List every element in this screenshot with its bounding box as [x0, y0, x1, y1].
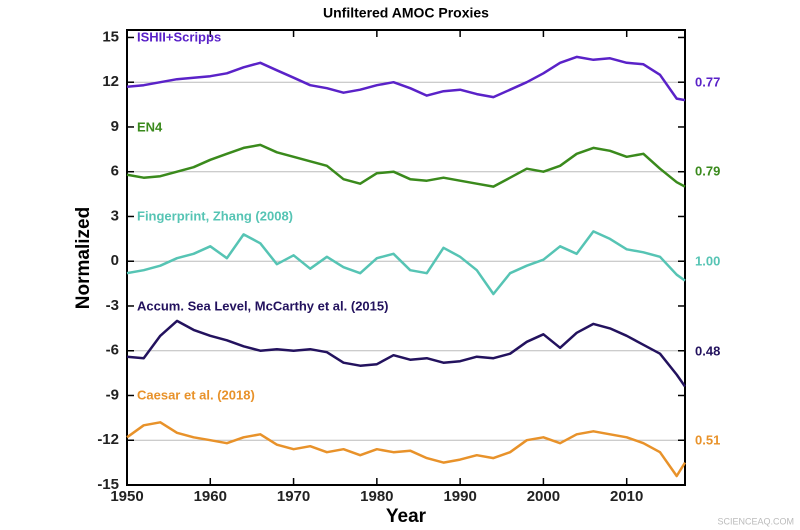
series-label: EN4: [137, 119, 163, 134]
series-correlation: 0.51: [695, 432, 720, 447]
x-tick-label: 1970: [277, 488, 310, 505]
y-axis-label: Normalized: [73, 207, 94, 309]
y-tick-label: 12: [102, 73, 119, 90]
series-label: Accum. Sea Level, McCarthy et al. (2015): [137, 298, 388, 313]
series-label: ISHII+Scripps: [137, 29, 221, 44]
series-line: [126, 421, 687, 478]
y-tick-label: 0: [111, 252, 119, 269]
series-line: [126, 230, 686, 296]
y-tick-label: 6: [111, 163, 119, 180]
series-label: Caesar et al. (2018): [137, 387, 255, 402]
x-tick-label: 1980: [360, 488, 393, 505]
plot-frame: [126, 29, 686, 486]
series-correlation: 1.00: [695, 253, 720, 268]
series-correlation: 0.77: [695, 74, 720, 89]
series-line: [126, 319, 687, 388]
x-tick-label: 1950: [110, 488, 143, 505]
y-tick-label: 15: [102, 28, 119, 45]
x-tick-label: 1990: [443, 488, 476, 505]
y-tick-label: 3: [111, 207, 119, 224]
x-tick-label: 1960: [194, 488, 227, 505]
series-label: Fingerprint, Zhang (2008): [137, 208, 293, 223]
y-tick-label: -12: [97, 431, 119, 448]
series-correlation: 0.79: [695, 163, 720, 178]
y-tick-label: -3: [106, 297, 119, 314]
y-tick-label: -15: [97, 476, 119, 493]
x-axis-label: Year: [386, 506, 427, 527]
y-tick-label: 9: [111, 118, 119, 135]
watermark: SCIENCEAQ.COM: [717, 516, 794, 526]
series-line: [126, 143, 686, 188]
x-tick-label: 2000: [527, 488, 560, 505]
x-tick-label: 2010: [610, 488, 643, 505]
y-tick-label: -9: [106, 386, 119, 403]
series-line: [126, 55, 686, 102]
series-correlation: 0.48: [695, 343, 720, 358]
y-tick-label: -6: [106, 342, 119, 359]
chart-title: Unfiltered AMOC Proxies: [323, 5, 489, 21]
